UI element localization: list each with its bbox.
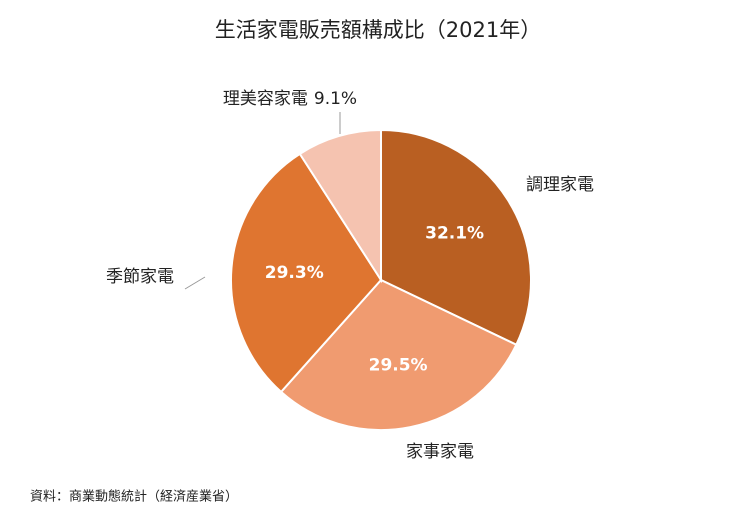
value-label: 9.1%: [314, 89, 357, 109]
value-label: 29.3%: [265, 263, 324, 283]
pie-slice: [279, 278, 518, 431]
source-note: 資料：商業動態統計（経済産業省）: [30, 489, 238, 505]
value-label: 32.1%: [425, 224, 484, 244]
pie-slice: [230, 152, 383, 394]
pie-slice: [380, 128, 532, 347]
category-label: 調理家電: [526, 175, 594, 195]
leader-line: [184, 276, 206, 290]
category-label: 季節家電: [106, 267, 174, 287]
category-label-group: 理美容家電 9.1%: [223, 89, 357, 109]
pie-slice: [298, 128, 382, 284]
chart-title: 生活家電販売額構成比（2021年）: [215, 18, 541, 42]
value-label: 29.5%: [369, 355, 428, 375]
category-label: 家事家電: [406, 442, 474, 462]
category-label: 理美容家電: [223, 89, 308, 109]
